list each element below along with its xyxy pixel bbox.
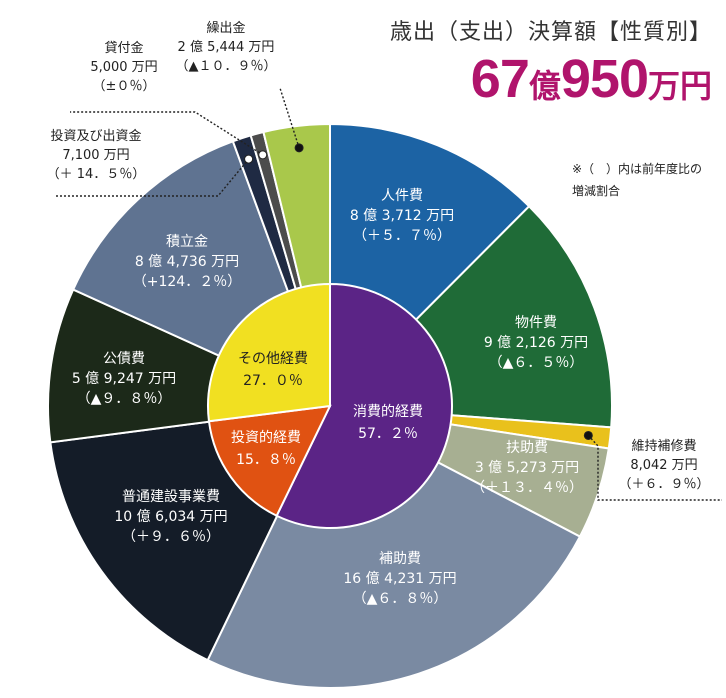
- outer-label-line: 8 億 3,712 万円: [350, 208, 454, 224]
- outer-label-line: 繰出金: [206, 20, 245, 36]
- outer-label-2: 物件費 9 億 2,126 万円 （▲６．５％）: [484, 315, 588, 371]
- outer-label-line: 積立金: [166, 234, 208, 250]
- outer-label-line: （＋５．７％）: [353, 228, 451, 244]
- outer-label-line: 8,042 万円: [630, 458, 697, 473]
- total-number-1: 67: [470, 49, 530, 109]
- note-line-1: ※（ ）内は前年度比の: [572, 162, 703, 176]
- outer-label-7: 公債費 5 億 9,247 万円 （▲９．８％）: [72, 351, 176, 407]
- total-number-2: 950: [560, 49, 649, 109]
- total-unit-2: 万円: [647, 67, 712, 105]
- title-block: 歳出（支出）決算額【性質別】 67億950万円: [390, 14, 712, 110]
- inner-label-line: 15．８％: [236, 452, 296, 468]
- outer-label-line: 投資及び出資金: [50, 128, 141, 144]
- leader-line-10: [70, 111, 264, 156]
- leader-dot-10: [258, 150, 268, 160]
- outer-label-line: 扶助費: [506, 440, 548, 456]
- leader-lines: [56, 87, 722, 501]
- outer-label-line: （▲１０．９％）: [176, 59, 277, 74]
- inner-label-line: 57．２％: [358, 426, 418, 442]
- inner-slice-2: [207, 404, 332, 518]
- outer-label-line: 補助費: [379, 551, 421, 567]
- outer-label-line: （＋９．６％）: [122, 529, 220, 545]
- chart-title: 歳出（支出）決算額【性質別】: [389, 20, 712, 45]
- outer-label-line: （▲６．８％）: [353, 591, 448, 607]
- outer-label-line: 9 億 2,126 万円: [484, 335, 588, 351]
- outer-label-10: 貸付金 5,000 万円 （±０％）: [90, 40, 157, 94]
- outer-label-line: （▲９．８％）: [77, 391, 172, 407]
- inner-label-1: 消費的経費 57．２％: [353, 404, 423, 442]
- leader-dot-3: [583, 430, 593, 440]
- outer-label-line: 人件費: [381, 188, 423, 204]
- outer-label-5: 補助費 16 億 4,231 万円 （▲６．８％）: [343, 551, 456, 607]
- inner-ring: [207, 282, 453, 529]
- outer-label-9: 投資及び出資金 7,100 万円 （＋ 14．５％）: [47, 128, 146, 182]
- outer-label-line: （±０％）: [93, 79, 156, 94]
- inner-label-line: 27．０％: [243, 373, 303, 389]
- outer-label-line: （＋６．９％）: [618, 477, 709, 492]
- total-unit-1: 億: [528, 67, 561, 105]
- outer-label-line: 10 億 6,034 万円: [114, 509, 227, 525]
- outer-label-4: 扶助費 3 億 5,273 万円 （＋１３．４％）: [471, 440, 583, 496]
- outer-label-line: 5 億 9,247 万円: [72, 371, 176, 387]
- inner-label-2: 投資的経費 15．８％: [231, 430, 301, 468]
- outer-label-line: 3 億 5,273 万円: [475, 460, 579, 476]
- outer-label-line: （+124．２％）: [133, 274, 241, 290]
- outer-label-3: 維持補修費 8,042 万円 （＋６．９％）: [618, 439, 709, 492]
- leader-dot-9: [244, 154, 254, 164]
- inner-label-line: 消費的経費: [353, 404, 423, 420]
- outer-label-line: 普通建設事業費: [122, 489, 220, 505]
- total-amount: 67億950万円: [390, 48, 712, 110]
- outer-label-6: 普通建設事業費 10 億 6,034 万円 （＋９．６％）: [114, 489, 227, 545]
- outer-label-11: 繰出金 2 億 5,444 万円 （▲１０．９％）: [176, 20, 277, 74]
- outer-label-line: 8 億 4,736 万円: [135, 254, 239, 270]
- inner-label-line: 投資的経費: [231, 430, 301, 446]
- comparison-note: ※（ ）内は前年度比の 増減割合: [572, 158, 712, 202]
- outer-label-line: （＋ 14．５％）: [47, 167, 146, 182]
- outer-label-line: （▲６．５％）: [489, 355, 584, 371]
- outer-label-line: 物件費: [515, 315, 557, 331]
- outer-label-line: 2 億 5,444 万円: [178, 39, 275, 55]
- inner-slice-1: [275, 282, 453, 529]
- outer-label-line: 5,000 万円: [90, 60, 157, 75]
- outer-label-line: 貸付金: [104, 40, 143, 56]
- outer-label-line: 16 億 4,231 万円: [343, 571, 456, 587]
- outer-label-1: 人件費 8 億 3,712 万円 （＋５．７％）: [350, 188, 454, 244]
- leader-dot-11: [294, 143, 304, 153]
- leader-line-11: [279, 87, 300, 149]
- outer-label-line: 7,100 万円: [62, 148, 129, 163]
- leader-line-3: [587, 434, 722, 501]
- slice-labels: 人件費 8 億 3,712 万円 （＋５．７％） 物件費 9 億 2,126 万円 （▲６…: [47, 20, 710, 607]
- outer-label-line: （＋１３．４％）: [471, 480, 583, 496]
- outer-label-line: 公債費: [103, 351, 145, 367]
- inner-label-line: その他経費: [238, 351, 308, 367]
- outer-label-8: 積立金 8 億 4,736 万円 （+124．２％）: [133, 234, 241, 290]
- inner-label-3: その他経費 27．０％: [238, 351, 308, 389]
- inner-slice-3: [207, 282, 331, 423]
- note-line-2: 増減割合: [572, 184, 621, 198]
- outer-label-line: 維持補修費: [631, 439, 696, 454]
